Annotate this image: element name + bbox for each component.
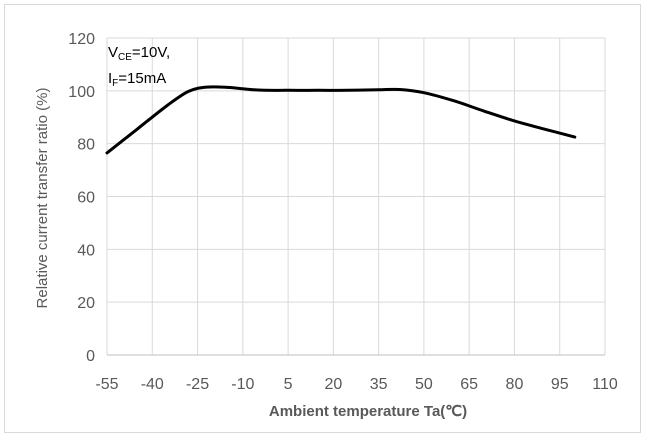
y-tick-label: 100 xyxy=(68,84,95,101)
annotation-line-1: VCE=10V, xyxy=(108,44,170,63)
x-tick-label: 110 xyxy=(592,376,618,393)
y-tick-label: 60 xyxy=(77,190,95,207)
y-axis-label: Relative current transfer ratio (%) xyxy=(34,88,51,309)
y-tick-label: 80 xyxy=(77,137,95,154)
x-tick-label: 35 xyxy=(370,376,388,393)
y-tick-label: 20 xyxy=(77,295,95,312)
annotation-line-2: IF=15mA xyxy=(108,70,166,89)
grid xyxy=(106,37,606,355)
x-tick-label: 80 xyxy=(506,376,524,393)
y-tick-label: 40 xyxy=(77,242,95,259)
x-tick-label: -25 xyxy=(186,376,209,393)
x-tick-label: -55 xyxy=(95,376,118,393)
series-line xyxy=(105,85,577,155)
y-tick-label: 120 xyxy=(68,31,95,48)
x-tick-label: 95 xyxy=(551,376,569,393)
x-axis-label: Ambient temperature Ta(℃) xyxy=(269,403,467,420)
x-tick-label: 20 xyxy=(324,376,342,393)
x-tick-label: 50 xyxy=(415,376,433,393)
x-tick-label: 65 xyxy=(460,376,478,393)
x-tick-label: -40 xyxy=(141,376,164,393)
y-tick-labels: 0 20 40 60 80 100 120 xyxy=(68,31,95,365)
y-tick-label: 0 xyxy=(86,348,95,365)
x-tick-label: -10 xyxy=(231,376,254,393)
chart-frame xyxy=(4,4,641,433)
x-tick-label: 5 xyxy=(284,376,293,393)
x-tick-labels: -55 -40 -25 -10 5 20 35 50 65 80 95 110 xyxy=(95,376,617,393)
